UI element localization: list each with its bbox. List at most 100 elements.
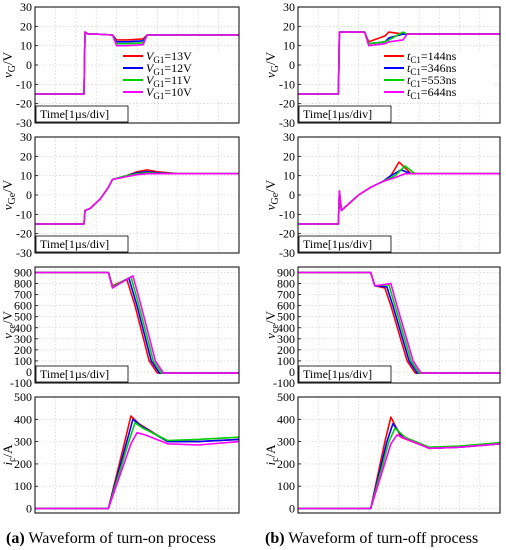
plot-frame (297, 266, 501, 384)
time-scale-box (35, 235, 129, 253)
y-tick-label: -10 (279, 207, 295, 221)
y-tick-label: 200 (277, 343, 295, 357)
series-line (298, 271, 500, 374)
y-tick-label: 500 (14, 390, 32, 404)
plot-frame (34, 396, 240, 514)
y-tick-label: 0 (289, 365, 295, 379)
y-tick-label: 20 (283, 19, 295, 33)
time-scale-box (35, 365, 129, 383)
y-tick-label: 500 (277, 390, 295, 404)
legend-label: tC1=553ns (407, 73, 457, 89)
y-tick-label: 10 (20, 169, 32, 183)
legend-label: VG1=13V (146, 49, 192, 65)
y-tick-label: 900 (14, 266, 32, 280)
plot-frame (297, 6, 501, 124)
legend-bg (121, 87, 233, 99)
y-tick-label: -20 (16, 97, 32, 111)
y-axis-label: vGe/V (0, 179, 18, 210)
y-tick-label: 0 (26, 188, 32, 202)
y-tick-label: 0 (26, 502, 32, 516)
y-tick-label: 20 (283, 149, 295, 163)
plot-frame (34, 266, 240, 384)
y-tick-label: 400 (277, 412, 295, 426)
y-tick-label: 100 (14, 479, 32, 493)
y-tick-label: 0 (289, 58, 295, 72)
y-tick-label: 200 (277, 457, 295, 471)
y-tick-label: 0 (289, 502, 295, 516)
y-tick-label: 30 (283, 0, 295, 14)
y-tick-label: 600 (14, 299, 32, 313)
legend-bg (382, 51, 494, 63)
y-tick-label: 10 (283, 169, 295, 183)
y-tick-label: -10 (16, 207, 32, 221)
y-tick-label: 20 (20, 149, 32, 163)
y-tick-label: 10 (20, 39, 32, 53)
y-tick-label: 500 (14, 310, 32, 324)
panel-b4: 0 100 200 300 400 500 ic/A (263, 390, 501, 516)
y-axis-label: vce/V (0, 311, 18, 339)
legend-bg (121, 63, 233, 75)
y-tick-label: 30 (20, 130, 32, 144)
time-scale-label: Time[1µs/div] (40, 237, 109, 251)
y-tick-label: -100 (273, 376, 295, 390)
y-axis-label: vG/V (263, 51, 281, 78)
y-tick-label: 100 (277, 354, 295, 368)
y-tick-label: -30 (279, 116, 295, 130)
time-scale-label: Time[1µs/div] (303, 237, 372, 251)
legend-label: tC1=144ns (407, 49, 457, 65)
plot-frame (297, 396, 501, 514)
series-line (298, 434, 501, 510)
y-tick-label: 0 (26, 365, 32, 379)
y-tick-label: 10 (283, 39, 295, 53)
y-tick-label: 300 (277, 332, 295, 346)
y-axis-label: ic/A (263, 444, 281, 466)
y-tick-label: 30 (283, 130, 295, 144)
legend-bg (382, 75, 494, 87)
series-line (298, 172, 500, 225)
time-scale-box (298, 105, 392, 123)
y-tick-label: 700 (277, 288, 295, 302)
y-tick-label: 100 (277, 479, 295, 493)
series-line (35, 172, 239, 225)
y-tick-label: 400 (277, 321, 295, 335)
legend-label: VG1=12V (146, 61, 192, 77)
legend-bg (382, 87, 494, 99)
y-tick-label: -30 (16, 246, 32, 260)
y-tick-label: 800 (14, 277, 32, 291)
y-tick-label: 300 (277, 435, 295, 449)
legend-label: VG1=11V (146, 73, 192, 89)
series-line (35, 431, 240, 510)
y-tick-label: -20 (279, 227, 295, 241)
panel-a1: -30 -20 -10 0 10 20 30 vG/V Time[1µs/div] VG1=13V… (0, 0, 240, 130)
legend-label: VG1=10V (146, 85, 192, 101)
time-scale-box (298, 235, 392, 253)
y-tick-label: -30 (279, 246, 295, 260)
y-tick-label: 200 (14, 343, 32, 357)
plot-frame (34, 136, 240, 254)
y-tick-label: 300 (14, 332, 32, 346)
y-tick-label: 300 (14, 435, 32, 449)
y-tick-label: 200 (14, 457, 32, 471)
y-tick-label: 800 (277, 277, 295, 291)
legend-bg (382, 63, 494, 75)
y-tick-label: 20 (20, 19, 32, 33)
time-scale-label: Time[1µs/div] (303, 367, 372, 381)
panel-b2: -30 -20 -10 0 10 20 30 vGe/V Time[1µs/div] (263, 130, 501, 260)
y-tick-label: 400 (14, 412, 32, 426)
series-line (35, 271, 239, 374)
y-tick-label: 0 (289, 188, 295, 202)
legend-bg (121, 51, 233, 63)
time-scale-box (35, 105, 129, 123)
y-tick-label: 600 (277, 299, 295, 313)
y-tick-label: 30 (20, 0, 32, 14)
legend-label: tC1=644ns (407, 85, 457, 101)
y-tick-label: 0 (26, 58, 32, 72)
plot-frame (34, 6, 240, 124)
time-scale-label: Time[1µs/div] (40, 107, 109, 121)
caption-b: (b) Waveform of turn-off process (265, 530, 478, 547)
time-scale-label: Time[1µs/div] (40, 367, 109, 381)
y-tick-label: -20 (16, 227, 32, 241)
